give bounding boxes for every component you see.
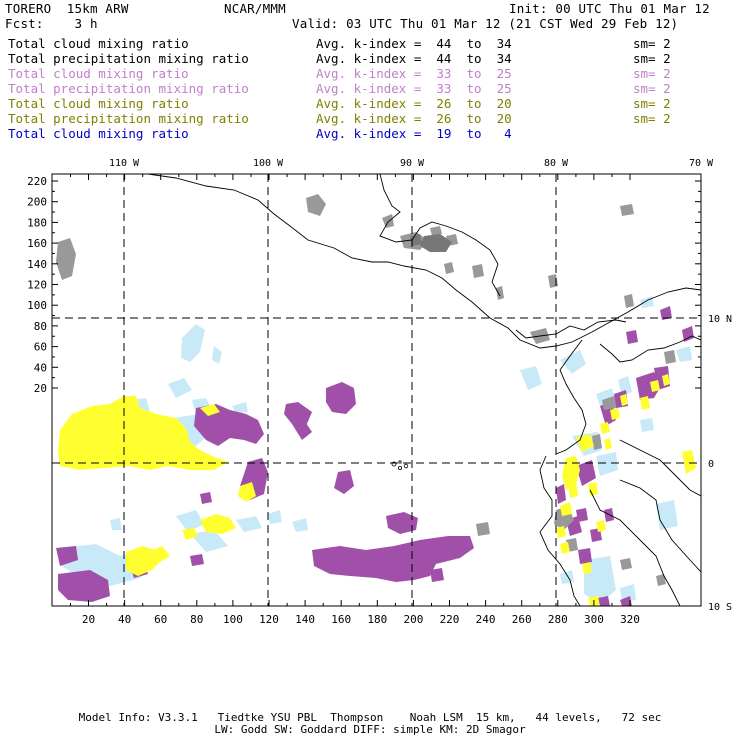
x-tick-label: 20 xyxy=(82,613,95,626)
x-tick-label: 120 xyxy=(259,613,279,626)
legend-field-label: Total cloud mixing ratio xyxy=(8,96,189,111)
legend-row: Total cloud mixing ratio Avg. k-index = 2… xyxy=(0,96,740,111)
legend-smoothing: sm= 2 xyxy=(633,81,671,96)
valid-time: Valid: 03 UTC Thu 01 Mar 12 (21 CST Wed … xyxy=(292,16,679,31)
legend-smoothing: sm= 2 xyxy=(633,96,671,111)
y-tick-label: 100 xyxy=(27,299,47,312)
legend-field-label: Total cloud mixing ratio xyxy=(8,66,189,81)
latitude-label: 0 xyxy=(708,459,714,470)
forecast-hour: Fcst: 3 h xyxy=(5,16,98,31)
legend-smoothing: sm= 2 xyxy=(633,36,671,51)
legend-k-index: Avg. k-index = 26 to 20 xyxy=(316,96,512,111)
y-tick-label: 120 xyxy=(27,279,47,292)
footer-model-info: Model Info: V3.3.1 Tiedtke YSU PBL Thomp… xyxy=(78,711,662,724)
x-tick-label: 160 xyxy=(331,613,351,626)
y-tick-label: 80 xyxy=(34,320,47,333)
legend-k-index: Avg. k-index = 33 to 25 xyxy=(316,81,512,96)
y-tick-label: 40 xyxy=(34,361,47,374)
x-tick-label: 240 xyxy=(476,613,496,626)
x-tick-label: 40 xyxy=(118,613,131,626)
longitude-label: 90 W xyxy=(400,158,425,169)
legend-field-label: Total precipitation mixing ratio xyxy=(8,111,249,126)
latlon-grid xyxy=(52,174,701,606)
longitude-label: 110 W xyxy=(109,158,140,169)
legend-row: Total cloud mixing ratio Avg. k-index = 1… xyxy=(0,126,740,141)
x-tick-label: 80 xyxy=(190,613,203,626)
axis-tick-labels: 220 200 180 160 140 120 100 80 60 40 20 20 40 60 80 100… xyxy=(27,175,640,626)
galapagos-islands xyxy=(391,460,409,470)
organization-label: NCAR/MMM xyxy=(224,1,286,16)
x-tick-label: 140 xyxy=(295,613,315,626)
x-tick-label: 320 xyxy=(620,613,640,626)
legend-row: Total precipitation mixing ratio Avg. k-i… xyxy=(0,81,740,96)
y-tick-label: 60 xyxy=(34,341,47,354)
legend-k-index: Avg. k-index = 33 to 25 xyxy=(316,66,512,81)
longitude-label: 70 W xyxy=(689,158,714,169)
legend-field-label: Total precipitation mixing ratio xyxy=(8,81,249,96)
legend-k-index: Avg. k-index = 19 to 4 xyxy=(316,126,512,141)
legend-field-label: Total cloud mixing ratio xyxy=(8,126,189,141)
y-tick-label: 140 xyxy=(27,258,47,271)
x-tick-label: 200 xyxy=(403,613,423,626)
legend-smoothing: sm= 2 xyxy=(633,51,671,66)
dark-gray-field xyxy=(410,234,452,252)
gray-field xyxy=(56,194,676,586)
legend-smoothing: sm= 2 xyxy=(633,66,671,81)
x-tick-label: 180 xyxy=(367,613,387,626)
axis-ticks xyxy=(52,174,701,606)
legend-k-index: Avg. k-index = 44 to 34 xyxy=(316,51,512,66)
geo-labels: 110 W 100 W 90 W 80 W 70 W 10 N 0 10 S xyxy=(109,158,732,613)
legend-k-index: Avg. k-index = 44 to 34 xyxy=(316,36,512,51)
legend-row: Total cloud mixing ratio Avg. k-index = 4… xyxy=(0,36,740,51)
legend-smoothing: sm= 2 xyxy=(633,111,671,126)
coastlines xyxy=(147,174,701,606)
y-tick-label: 20 xyxy=(34,382,47,395)
legend-row: Total precipitation mixing ratio Avg. k-i… xyxy=(0,51,740,66)
latitude-label: 10 S xyxy=(708,602,732,613)
x-tick-label: 300 xyxy=(584,613,604,626)
legend-field-label: Total cloud mixing ratio xyxy=(8,36,189,51)
x-tick-label: 260 xyxy=(512,613,532,626)
x-tick-label: 60 xyxy=(154,613,167,626)
legend-row: Total cloud mixing ratio Avg. k-index = 3… xyxy=(0,66,740,81)
x-tick-label: 220 xyxy=(440,613,460,626)
latitude-label: 10 N xyxy=(708,314,732,325)
longitude-label: 80 W xyxy=(544,158,569,169)
legend-k-index: Avg. k-index = 26 to 20 xyxy=(316,111,512,126)
y-tick-label: 220 xyxy=(27,175,47,188)
footer-physics-info: LW: Godd SW: Goddard DIFF: simple KM: 2D… xyxy=(214,723,526,736)
legend-row: Total precipitation mixing ratio Avg. k-i… xyxy=(0,111,740,126)
y-tick-label: 160 xyxy=(27,237,47,250)
legend-field-label: Total precipitation mixing ratio xyxy=(8,51,249,66)
model-title: TORERO 15km ARW xyxy=(5,1,129,16)
init-time: Init: 00 UTC Thu 01 Mar 12 xyxy=(509,1,710,16)
y-tick-label: 200 xyxy=(27,196,47,209)
x-tick-label: 280 xyxy=(548,613,568,626)
precipitation-fields xyxy=(52,174,701,606)
longitude-label: 100 W xyxy=(253,158,284,169)
plot-frame xyxy=(51,173,702,607)
y-tick-label: 180 xyxy=(27,216,47,229)
x-tick-label: 100 xyxy=(223,613,243,626)
